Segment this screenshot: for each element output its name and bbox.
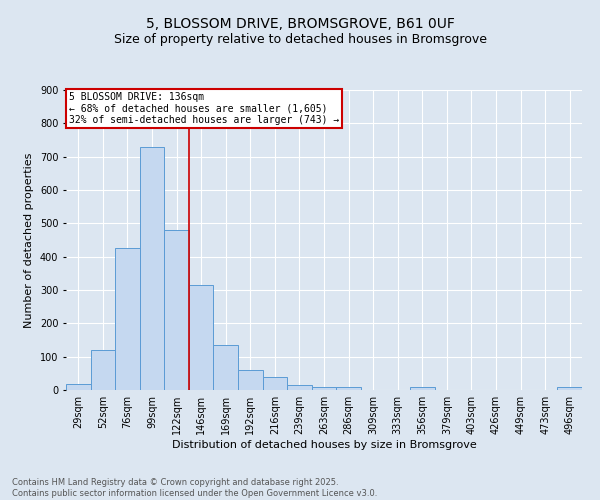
- Bar: [115, 248, 140, 390]
- Bar: [189, 285, 214, 390]
- Text: Size of property relative to detached houses in Bromsgrove: Size of property relative to detached ho…: [113, 32, 487, 46]
- Bar: [214, 345, 238, 390]
- Bar: [287, 385, 312, 390]
- Y-axis label: Number of detached properties: Number of detached properties: [25, 152, 34, 328]
- Bar: [66, 384, 91, 390]
- Bar: [557, 388, 582, 390]
- Bar: [91, 350, 115, 390]
- Bar: [410, 388, 434, 390]
- X-axis label: Distribution of detached houses by size in Bromsgrove: Distribution of detached houses by size …: [172, 440, 476, 450]
- Text: 5, BLOSSOM DRIVE, BROMSGROVE, B61 0UF: 5, BLOSSOM DRIVE, BROMSGROVE, B61 0UF: [146, 18, 454, 32]
- Text: Contains HM Land Registry data © Crown copyright and database right 2025.
Contai: Contains HM Land Registry data © Crown c…: [12, 478, 377, 498]
- Bar: [312, 388, 336, 390]
- Text: 5 BLOSSOM DRIVE: 136sqm
← 68% of detached houses are smaller (1,605)
32% of semi: 5 BLOSSOM DRIVE: 136sqm ← 68% of detache…: [68, 92, 339, 124]
- Bar: [164, 230, 189, 390]
- Bar: [238, 370, 263, 390]
- Bar: [140, 146, 164, 390]
- Bar: [263, 376, 287, 390]
- Bar: [336, 388, 361, 390]
